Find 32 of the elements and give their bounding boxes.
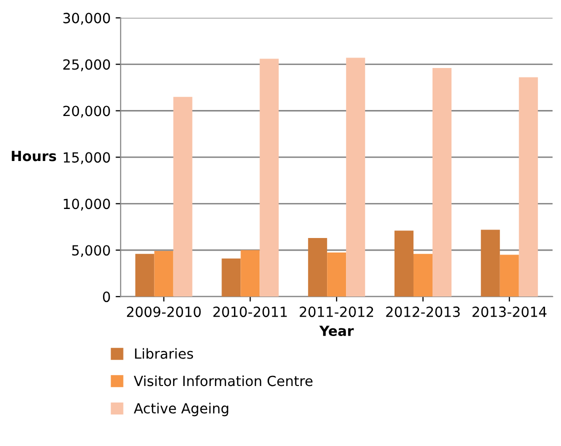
bar	[240, 250, 260, 297]
x-tick-label: 2009-2010	[126, 306, 201, 318]
y-tick-label: 5,000	[72, 245, 110, 258]
y-tick-label: 30,000	[63, 12, 110, 25]
y-axis-title: Hours	[12, 150, 56, 162]
bar	[346, 58, 366, 297]
bar	[308, 238, 328, 297]
y-tick-label: 0	[102, 292, 110, 302]
legend-label: Active Ageing	[134, 402, 228, 416]
x-tick-label: 2011-2012	[300, 306, 374, 318]
bar	[173, 96, 192, 297]
x-tick-label: 2013-2014	[472, 306, 546, 318]
bar	[518, 77, 538, 297]
bar	[432, 68, 452, 297]
y-tick-label: 10,000	[64, 198, 110, 211]
x-axis-title: Year	[319, 326, 354, 336]
bar	[222, 258, 241, 297]
legend-label: Visitor Information Centre	[134, 375, 312, 386]
y-tick-label: 20,000	[63, 106, 110, 118]
x-tick-label: 2012-2013	[386, 306, 460, 318]
bar	[480, 230, 500, 297]
y-tick-label: 15,000	[64, 152, 110, 164]
bar	[500, 254, 519, 297]
bar	[413, 254, 432, 297]
x-tick-label: 2010-2011	[213, 306, 287, 318]
bar	[394, 230, 414, 297]
bar	[154, 251, 174, 297]
bar	[260, 58, 279, 297]
bar	[327, 252, 346, 297]
y-tick-label: 25,000	[63, 59, 110, 72]
legend-label: Libraries	[135, 348, 194, 359]
bar	[135, 254, 154, 297]
